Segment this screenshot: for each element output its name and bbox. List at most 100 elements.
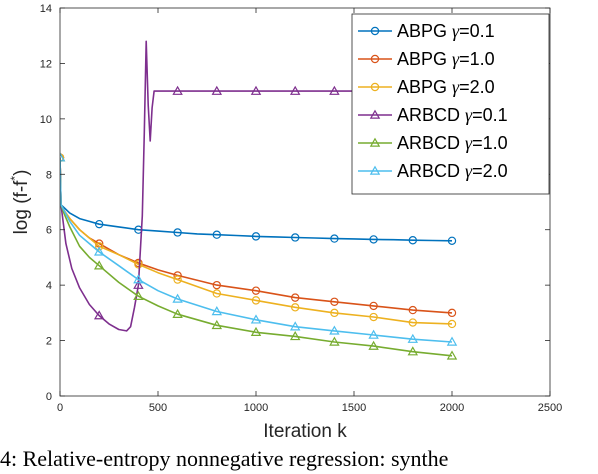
data-point: [289, 331, 301, 341]
data-point: [369, 312, 378, 322]
data-point: [134, 260, 143, 269]
legend-label-gamma: γ: [465, 105, 473, 125]
x-tick-label: 2500: [538, 402, 562, 414]
series-line: [60, 157, 453, 357]
data-point: [369, 235, 378, 244]
legend-item: ABPG γ=0.1: [358, 21, 495, 41]
series-line: [60, 157, 453, 343]
legend-item: ARBCD γ=0.1: [358, 105, 508, 125]
series-line: [60, 157, 453, 242]
legend-label-method: ARBCD: [397, 161, 465, 181]
legend-label-value: =0.1: [472, 105, 508, 125]
series-6: [60, 152, 458, 346]
data-point: [291, 303, 300, 312]
data-point: [408, 305, 417, 315]
data-point: [407, 346, 419, 356]
data-point: [211, 319, 223, 330]
y-axis-label-close: ): [11, 170, 32, 176]
data-point: [60, 152, 66, 162]
legend-label-gamma: γ: [465, 133, 473, 153]
data-point: [330, 234, 339, 243]
data-point: [173, 228, 182, 237]
data-point: [172, 293, 183, 303]
data-point: [446, 336, 458, 346]
data-point: [212, 280, 221, 290]
x-axis-label: Iteration k: [263, 421, 347, 442]
data-point: [408, 236, 417, 245]
series-layer: [60, 40, 458, 360]
y-tick-label: 14: [40, 3, 52, 15]
data-point: [329, 325, 340, 335]
data-point: [133, 279, 144, 289]
data-point: [94, 242, 104, 251]
plot-frame: [59, 7, 551, 397]
y-axis-label-main: log (f-f: [11, 180, 32, 235]
data-point: [251, 296, 261, 305]
data-point: [251, 286, 261, 295]
data-point: [447, 236, 457, 245]
data-point: [407, 333, 419, 343]
legend-label: ABPG γ=1.0: [397, 49, 495, 69]
data-point: [251, 232, 261, 241]
legend-label-value: =1.0: [459, 49, 495, 69]
legend-box: [351, 13, 550, 195]
legend-label-value: =2.0: [459, 77, 495, 97]
data-point: [172, 308, 183, 318]
legend-label-method: ABPG: [397, 21, 452, 41]
x-tick-label: 1500: [342, 402, 366, 414]
data-point: [94, 219, 104, 229]
x-tick-label: 2000: [440, 402, 464, 414]
data-point: [369, 301, 378, 311]
legend-swatch-marker: [369, 109, 381, 119]
legend-swatch-marker: [369, 165, 381, 175]
legend-swatch-marker: [370, 26, 380, 36]
data-point: [291, 233, 300, 242]
data-point: [172, 85, 183, 95]
legend-label-value: =0.1: [459, 21, 495, 41]
y-axis-label-sup: *: [8, 176, 22, 181]
data-point: [447, 308, 457, 318]
legend-item: ABPG γ=2.0: [358, 77, 495, 97]
legend-label-method: ARBCD: [397, 133, 465, 153]
series-3: [60, 153, 457, 329]
data-point: [289, 321, 301, 331]
legend-label: ABPG γ=2.0: [397, 77, 495, 97]
legend-swatch-marker: [369, 137, 381, 147]
data-point: [289, 85, 301, 95]
data-point: [133, 290, 144, 300]
legend-label-method: ARBCD: [397, 105, 465, 125]
y-tick-label: 0: [46, 391, 52, 403]
data-point: [368, 340, 379, 350]
data-point: [173, 275, 182, 284]
data-point: [329, 85, 340, 95]
data-point: [330, 297, 339, 306]
y-tick-label: 8: [46, 169, 52, 181]
legend-label: ARBCD γ=2.0: [397, 161, 508, 181]
data-point: [250, 314, 262, 324]
legend-item: ARBCD γ=2.0: [358, 161, 508, 181]
data-point: [329, 336, 340, 346]
data-point: [368, 329, 379, 339]
legend-item: ABPG γ=1.0: [358, 49, 495, 69]
data-point: [250, 85, 262, 95]
data-point: [212, 289, 221, 298]
data-point: [93, 260, 105, 270]
legend-label-method: ABPG: [397, 49, 452, 69]
y-tick-label: 2: [46, 336, 52, 348]
x-tick-label: 500: [149, 402, 167, 414]
data-point: [250, 326, 262, 337]
legend-swatch-marker: [370, 54, 380, 64]
data-point: [211, 85, 223, 95]
legend-swatch-marker: [370, 82, 380, 92]
data-point: [447, 319, 457, 329]
x-tick-label: 0: [57, 402, 63, 414]
data-point: [133, 274, 144, 284]
x-tick-label: 1000: [244, 402, 268, 414]
legend-label: ARBCD γ=0.1: [397, 105, 508, 125]
y-tick-label: 10: [40, 114, 52, 126]
series-line: [60, 157, 453, 325]
legend-label-gamma: γ: [465, 161, 473, 181]
y-tick-label: 6: [46, 225, 52, 237]
